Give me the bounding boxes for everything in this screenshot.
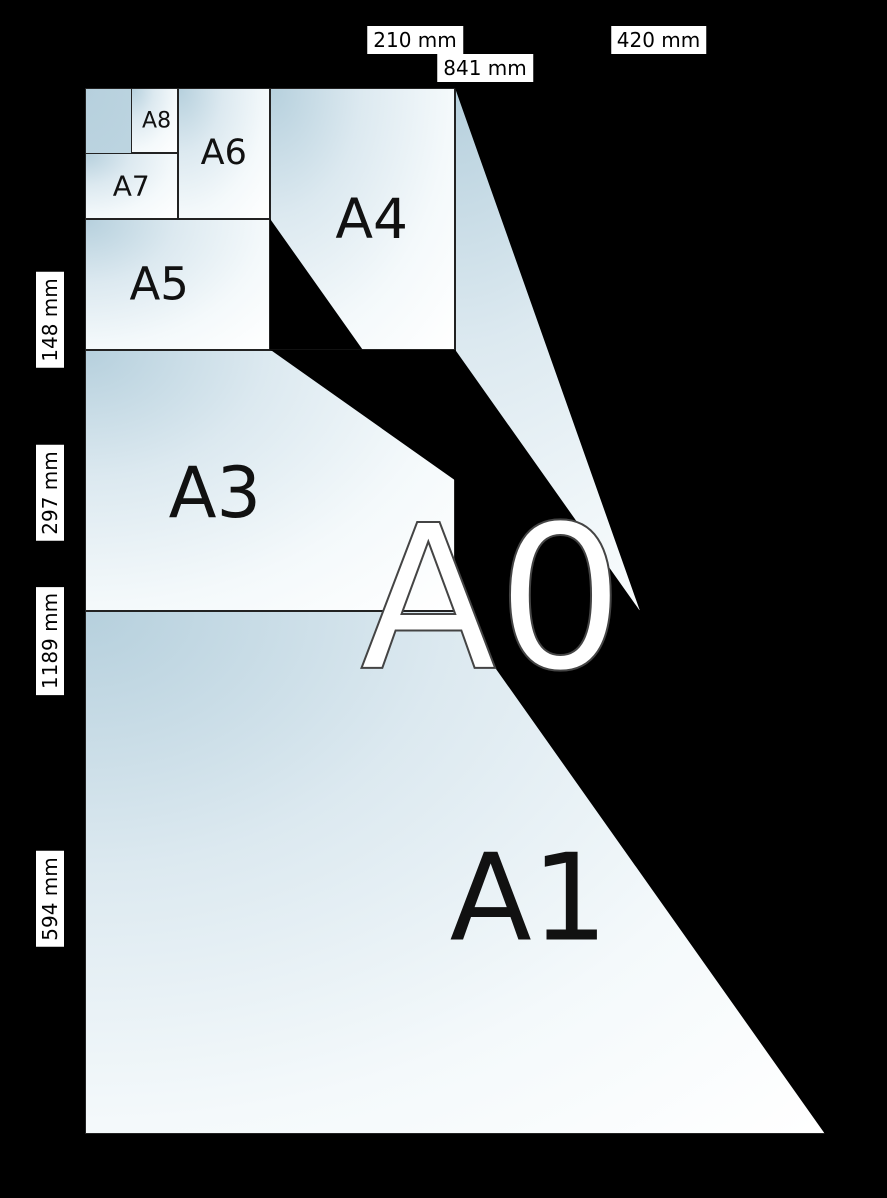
sheet-a7: A7 xyxy=(85,153,178,218)
sheet-label-a3: A3 xyxy=(169,452,261,534)
measure-left_594: 594 mm xyxy=(36,851,64,947)
sheet-label-a4: A4 xyxy=(335,187,408,251)
paper-size-diagram: A0A1A2A3A4A5A6A7A8A0 210 mm841 mm420 mm1… xyxy=(0,0,887,1198)
sheet-a8: A8 xyxy=(131,88,177,153)
measure-left_297: 297 mm xyxy=(36,446,64,542)
sheet-a5: A5 xyxy=(85,219,270,350)
measure-left_1189: 1189 mm xyxy=(36,587,64,695)
sheet-label-a6: A6 xyxy=(201,133,247,173)
sheet-label-a5: A5 xyxy=(129,258,188,311)
sheet-label-a1: A1 xyxy=(450,829,608,968)
measure-top_420: 420 mm xyxy=(611,26,707,54)
sheet-a6: A6 xyxy=(178,88,271,219)
sheet-label-a7: A7 xyxy=(113,170,150,203)
measure-left_148: 148 mm xyxy=(36,272,64,368)
sheet-label-a8: A8 xyxy=(142,108,171,133)
measure-top_210: 210 mm xyxy=(367,26,463,54)
measure-top_841: 841 mm xyxy=(437,54,533,82)
